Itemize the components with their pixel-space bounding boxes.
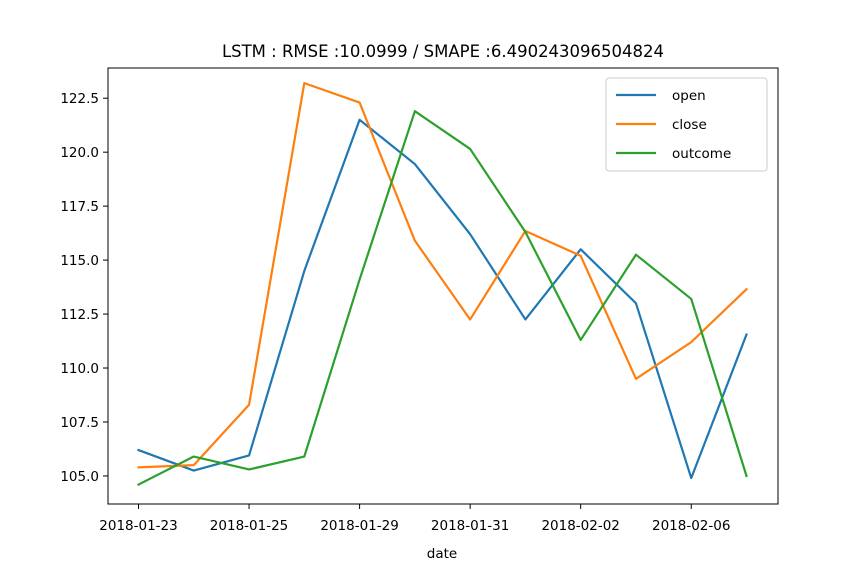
y-axis: 105.0 107.5 110.0 112.5 115.0 117.5 120.0 122.5	[60, 91, 108, 485]
legend-label-open: open	[672, 88, 706, 104]
series-line-outcome	[137, 110, 748, 487]
x-tick-label: 2018-01-23	[99, 518, 177, 534]
x-axis: 2018-01-23 2018-01-25 2018-01-29 2018-01-31…	[99, 504, 730, 534]
plot-frame	[107, 67, 779, 505]
legend-label-close: close	[672, 117, 707, 133]
y-tick-label: 112.5	[60, 307, 99, 323]
series-line-open	[137, 118, 748, 480]
x-tick-label: 2018-01-29	[320, 518, 398, 534]
series-line-close	[137, 82, 749, 469]
x-tick-label: 2018-02-02	[541, 518, 619, 534]
x-tick-label: 2018-01-25	[210, 518, 288, 534]
x-axis-label: date	[427, 546, 457, 562]
y-tick-label: 115.0	[60, 253, 99, 269]
legend-label-outcome: outcome	[672, 146, 731, 162]
x-tick-label: 2018-01-31	[431, 518, 509, 534]
y-tick-label: 110.0	[60, 361, 99, 377]
y-tick-label: 107.5	[60, 415, 99, 431]
plot-area	[137, 82, 749, 487]
legend: open close outcome	[605, 77, 768, 172]
y-tick-label: 117.5	[60, 199, 99, 215]
legend-box	[605, 77, 768, 172]
x-tick-label: 2018-02-06	[652, 518, 730, 534]
y-tick-label: 122.5	[60, 91, 99, 107]
y-tick-label: 105.0	[60, 469, 99, 485]
chart-title: LSTM : RMSE :10.0999 / SMAPE :6.49024309…	[222, 42, 664, 61]
y-tick-label: 120.0	[60, 145, 99, 161]
